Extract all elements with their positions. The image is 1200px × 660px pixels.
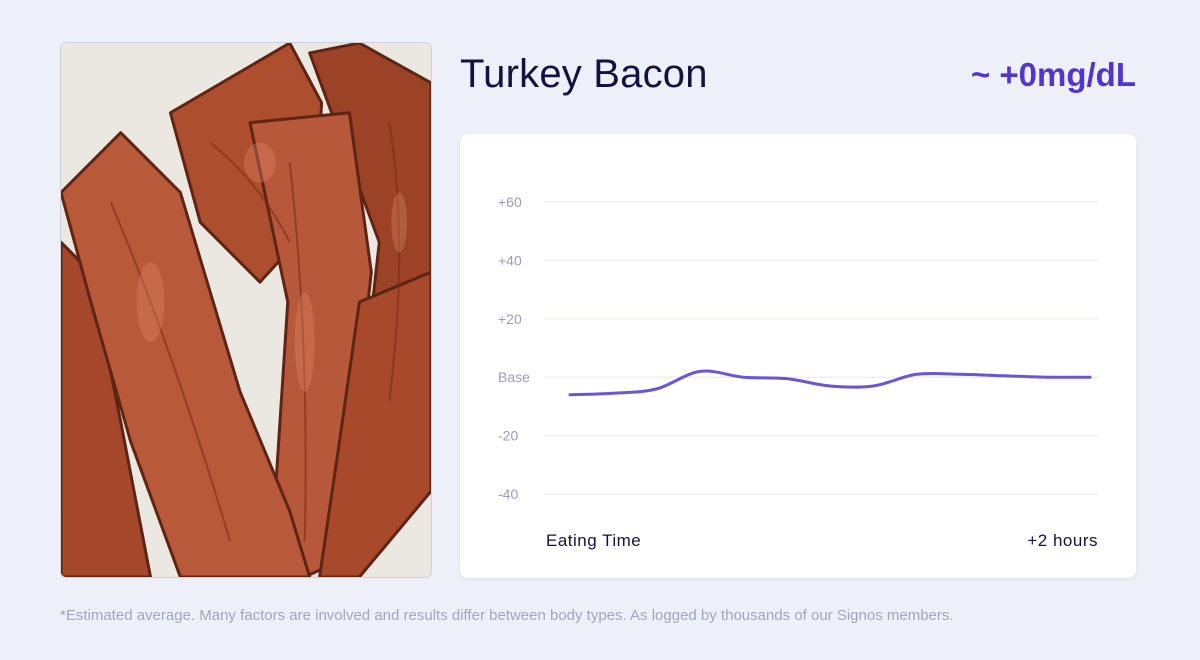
food-photo — [60, 42, 432, 578]
x-label-end: +2 hours — [1027, 531, 1098, 550]
glucose-chart: +60 +40 +20 Base -20 -40 — [498, 194, 1098, 502]
y-tick-label: -40 — [498, 486, 518, 502]
y-tick-label: +60 — [498, 194, 522, 210]
y-tick-label: +20 — [498, 311, 522, 327]
y-tick-label: +40 — [498, 252, 522, 268]
glucose-delta: ~ +0mg/dL — [970, 56, 1136, 93]
y-tick-label: -20 — [498, 428, 518, 444]
turkey-bacon-image — [61, 43, 431, 577]
footnote: *Estimated average. Many factors are inv… — [60, 607, 954, 624]
x-label-start: Eating Time — [546, 531, 642, 550]
glucose-series-line — [568, 369, 1092, 397]
y-tick-label: Base — [498, 369, 530, 385]
chart-card: +60 +40 +20 Base -20 -40 Eating Time +2 hours — [460, 134, 1136, 578]
food-title: Turkey Bacon — [460, 52, 708, 96]
